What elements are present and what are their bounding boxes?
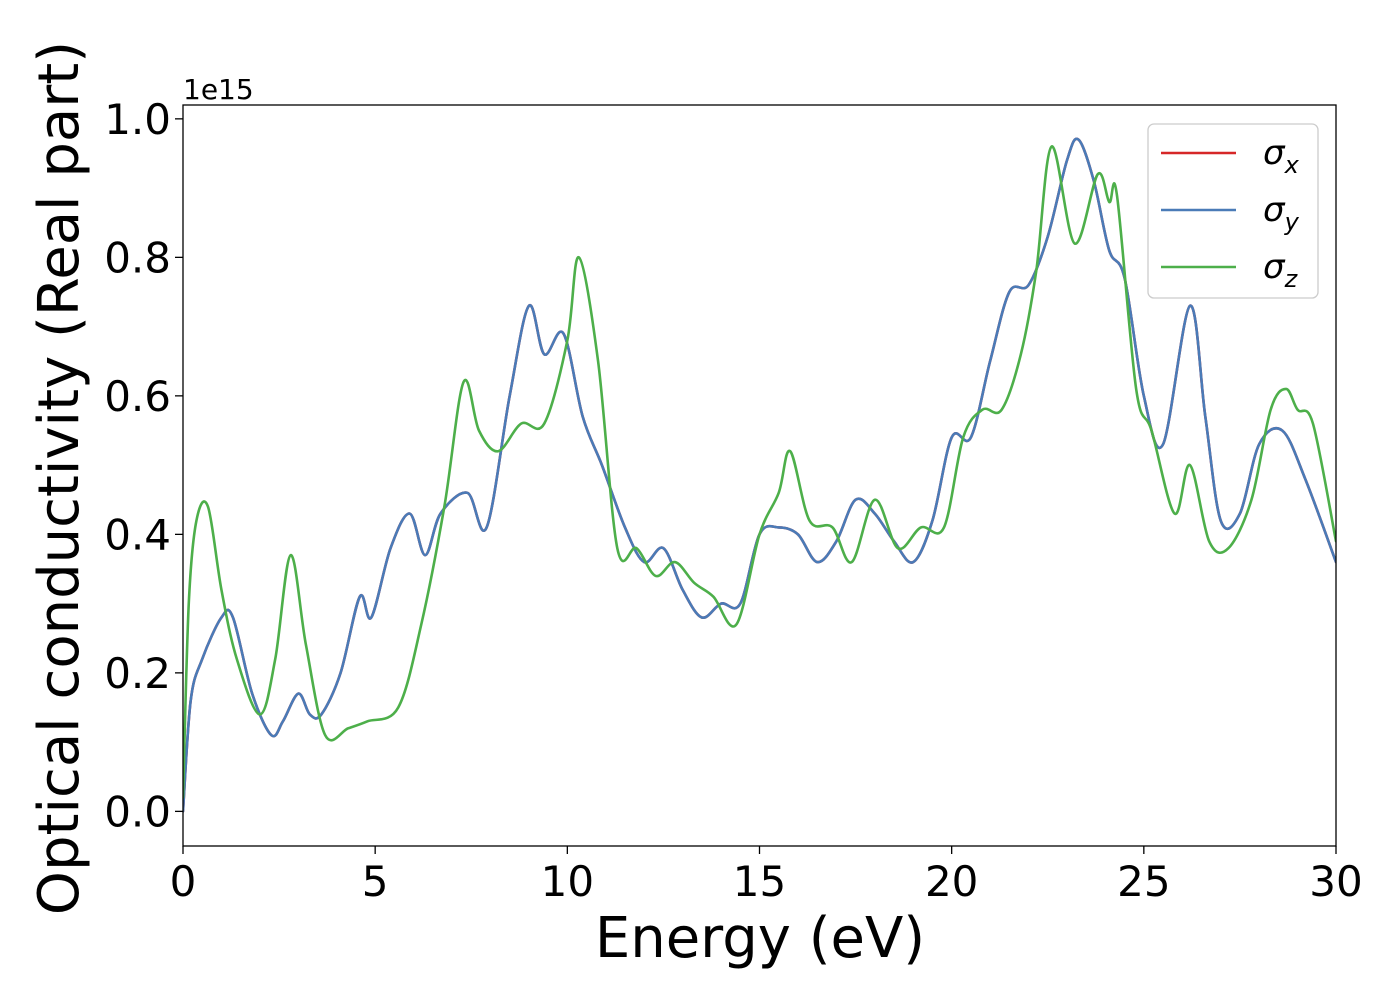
x-tick-label: 15 [733,857,786,906]
x-axis-title: Energy (eV) [595,906,925,971]
series-line-y [183,137,1336,813]
y-tick-label: 0.4 [104,510,171,559]
x-tick-label: 20 [925,857,978,906]
y-tick-label: 0.6 [104,372,171,421]
y-tick-label: 0.2 [104,649,171,698]
x-tick-label: 5 [362,857,389,906]
legend-label-x: σx [1263,133,1300,179]
legend-subscript: z [1284,265,1299,293]
x-tick-label: 0 [170,857,197,906]
legend-subscript: x [1284,151,1300,179]
x-tick-label: 30 [1309,857,1362,906]
y-tick-label: 1.0 [104,95,171,144]
x-tick-label: 25 [1117,857,1170,906]
series-line-z [183,145,1336,799]
series-group [183,137,1336,813]
y-axis-title: Optical conductivity (Real part) [27,41,92,915]
legend-symbol: σ [1263,190,1286,230]
legend-label-y: σy [1263,190,1300,236]
legend-label-z: σz [1263,247,1299,293]
legend-symbol: σ [1263,133,1286,173]
plot-area: 0 5 10 15 20 25 30 0.0 0.2 0.4 0.6 0.8 1.0 [104,95,1363,906]
legend-symbol: σ [1263,247,1286,287]
y-tick-label: 0.8 [104,233,171,282]
legend-subscript: y [1284,208,1300,236]
x-tick-label: 10 [541,857,594,906]
y-axis-offset-text: 1e15 [183,73,254,106]
y-tick-label: 0.0 [104,787,171,836]
